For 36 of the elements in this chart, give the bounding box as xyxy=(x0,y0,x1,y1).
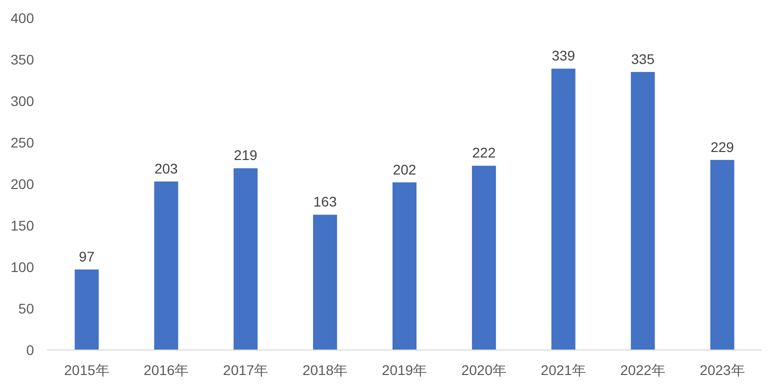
bar xyxy=(551,68,576,350)
bar xyxy=(472,166,496,350)
y-tick-label: 200 xyxy=(10,176,34,192)
y-tick-label: 50 xyxy=(18,300,34,316)
y-tick-label: 100 xyxy=(10,259,34,275)
x-tick-label: 2020年 xyxy=(461,362,507,378)
x-tick-label: 2023年 xyxy=(700,362,745,378)
y-tick-label: 400 xyxy=(10,10,34,26)
x-tick-label: 2015年 xyxy=(64,362,110,378)
y-tick-label: 150 xyxy=(10,218,34,234)
x-tick-label: 2021年 xyxy=(540,362,586,378)
y-tick-label: 350 xyxy=(10,52,34,68)
y-tick-label: 300 xyxy=(10,93,34,109)
data-label: 229 xyxy=(710,138,734,155)
data-label: 202 xyxy=(392,161,416,178)
x-tick-label: 2022年 xyxy=(620,362,666,378)
bar xyxy=(234,168,258,350)
y-tick-label: 0 xyxy=(26,342,34,358)
x-tick-label: 2017年 xyxy=(223,362,268,378)
x-tick-label: 2018年 xyxy=(302,362,348,378)
data-label: 219 xyxy=(234,147,258,164)
bar xyxy=(630,72,655,350)
bar xyxy=(392,182,416,350)
bar xyxy=(154,182,178,350)
bar xyxy=(710,160,734,350)
x-tick-label: 2019年 xyxy=(382,362,428,378)
y-tick-label: 250 xyxy=(10,134,34,150)
data-label: 203 xyxy=(154,160,178,177)
bar xyxy=(313,214,338,350)
data-label: 222 xyxy=(472,144,496,161)
data-label: 97 xyxy=(78,248,95,264)
data-label: 335 xyxy=(631,50,655,67)
x-tick-label: 2016年 xyxy=(144,362,189,378)
data-label: 163 xyxy=(313,194,337,210)
bar xyxy=(74,269,99,350)
data-label: 339 xyxy=(552,48,576,64)
